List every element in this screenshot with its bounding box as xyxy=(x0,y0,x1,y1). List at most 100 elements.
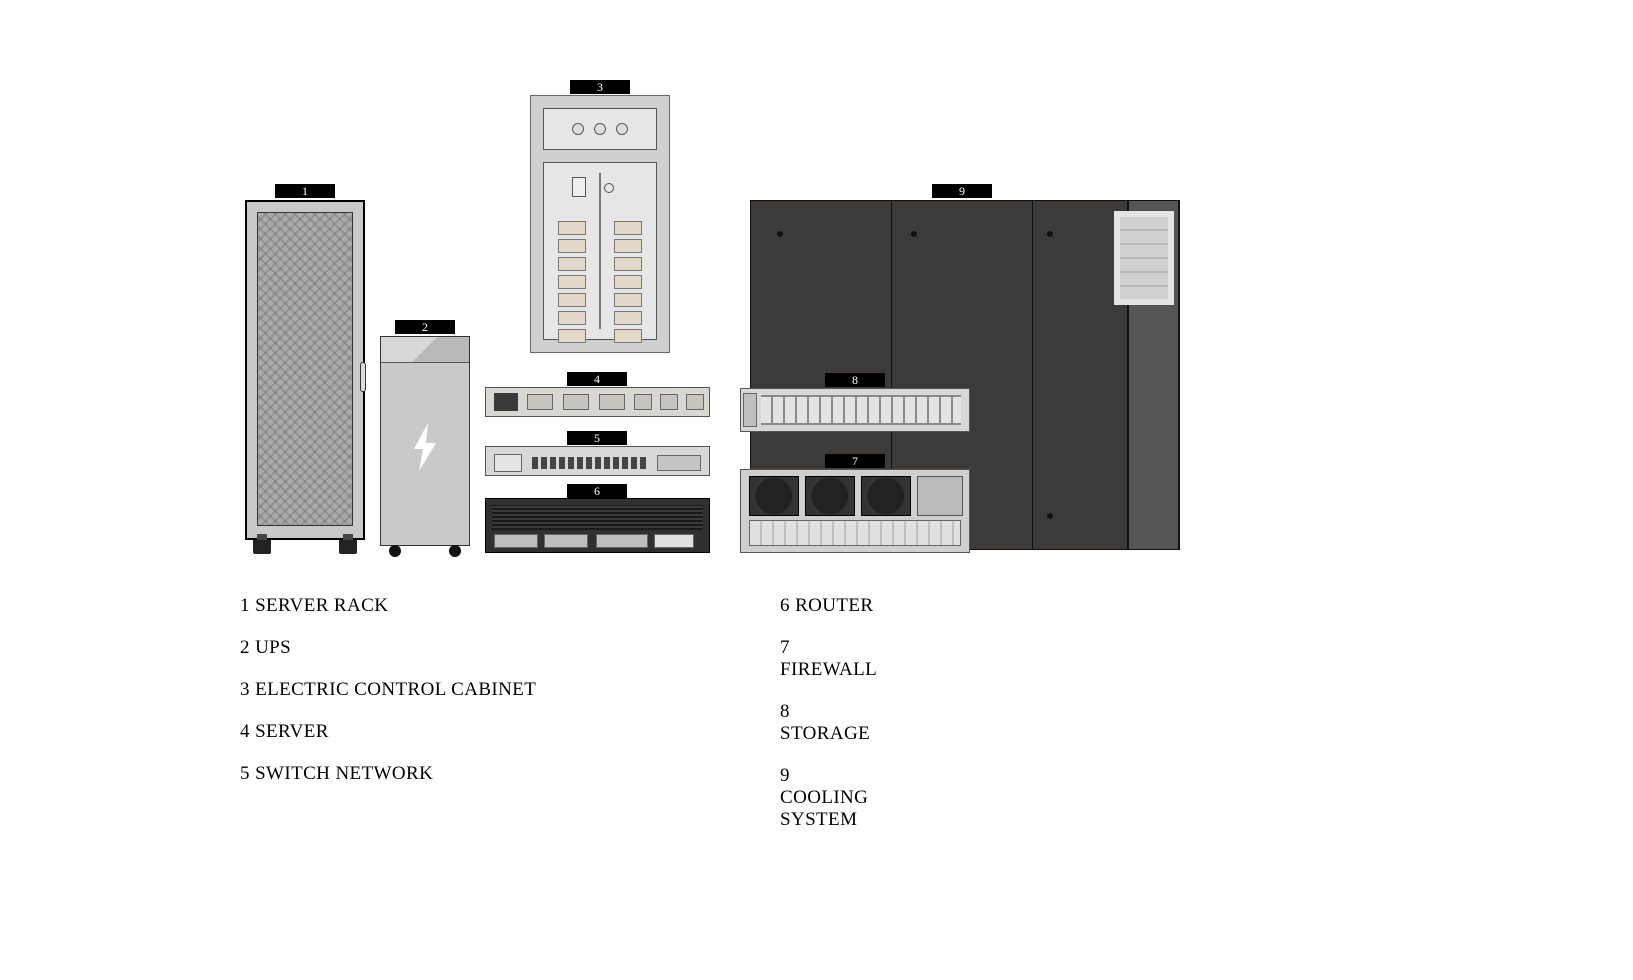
breaker xyxy=(558,221,586,235)
drive-bay xyxy=(634,394,652,410)
legend-number: 8 xyxy=(780,701,790,722)
breaker-grid xyxy=(558,221,642,331)
legend-text: STORAGE xyxy=(780,723,870,744)
legend-item: 8 STORAGE xyxy=(780,701,877,745)
legend-left-column: 1 SERVER RACK 2 UPS 3 ELECTRIC CONTROL C… xyxy=(240,595,536,805)
hinge-icon xyxy=(911,231,917,237)
device-number-label: 1 xyxy=(275,184,335,198)
device-number-label: 2 xyxy=(395,320,455,334)
legend: 1 SERVER RACK 2 UPS 3 ELECTRIC CONTROL C… xyxy=(240,595,536,805)
drive-bay xyxy=(660,394,678,410)
breaker xyxy=(614,221,642,235)
firewall-fans xyxy=(749,476,911,516)
legend-item: 7 FIREWALL xyxy=(780,637,877,681)
legend-item: 4 SERVER xyxy=(240,721,536,743)
legend-item: 6 ROUTER xyxy=(780,595,877,617)
legend-right-column: 6 ROUTER 7 FIREWALL 8 STORAGE 9 COOLING … xyxy=(780,595,877,851)
legend-number: 7 xyxy=(780,637,790,658)
legend-number: 9 xyxy=(780,765,790,786)
server-status-leds xyxy=(494,393,518,411)
legend-number: 3 xyxy=(240,679,250,700)
server-rack xyxy=(245,200,365,540)
indicator-icon xyxy=(604,183,614,193)
legend-text: ROUTER xyxy=(795,595,873,616)
drive-bay xyxy=(686,394,704,410)
drive-bay xyxy=(527,394,553,410)
fan-icon xyxy=(861,476,911,516)
breaker xyxy=(614,257,642,271)
main-switch-icon xyxy=(572,177,586,197)
device-number-label: 7 xyxy=(825,454,885,468)
breaker xyxy=(614,293,642,307)
firewall xyxy=(740,469,970,553)
router xyxy=(485,498,710,553)
legend-item: 9 COOLING SYSTEM xyxy=(780,765,877,831)
storage-bays xyxy=(761,395,961,425)
router-slot xyxy=(596,534,648,548)
firewall-ports xyxy=(749,520,961,546)
electric-control-cabinet xyxy=(530,95,670,353)
device-number-label: 6 xyxy=(567,484,627,498)
drive-bay xyxy=(563,394,589,410)
breaker xyxy=(614,275,642,289)
router-vents xyxy=(492,505,703,530)
legend-text: FIREWALL xyxy=(780,659,877,680)
fan-icon xyxy=(805,476,855,516)
ups xyxy=(380,336,470,546)
switch-network xyxy=(485,446,710,476)
hinge-icon xyxy=(777,231,783,237)
switch-mgmt-port xyxy=(494,454,522,472)
device-number-label: 3 xyxy=(570,80,630,94)
rack-feet xyxy=(247,538,363,554)
rack-handle xyxy=(360,362,366,392)
infographic-canvas: 9 1 2 xyxy=(0,0,1633,980)
device-number-label: 8 xyxy=(825,373,885,387)
breaker xyxy=(558,239,586,253)
legend-number: 4 xyxy=(240,721,250,742)
rack-door xyxy=(257,212,353,526)
device-number-label: 5 xyxy=(567,431,627,445)
ups-top xyxy=(381,337,469,363)
hinge-icon xyxy=(1047,231,1053,237)
rack-foot xyxy=(253,540,271,554)
legend-text: SERVER RACK xyxy=(255,595,388,616)
legend-number: 1 xyxy=(240,595,250,616)
cabinet-meter-panel xyxy=(543,108,657,150)
fan-icon xyxy=(749,476,799,516)
breaker xyxy=(614,311,642,325)
cooling-vent xyxy=(1114,211,1174,305)
legend-text: SWITCH NETWORK xyxy=(255,763,433,784)
hinge-icon xyxy=(1047,513,1053,519)
server xyxy=(485,387,710,417)
legend-item: 2 UPS xyxy=(240,637,536,659)
device-number-label: 9 xyxy=(932,184,992,198)
legend-text: COOLING SYSTEM xyxy=(780,787,868,830)
legend-text: SERVER xyxy=(255,721,329,742)
switch-ports xyxy=(532,457,649,469)
switch-sfp xyxy=(657,455,701,471)
breaker xyxy=(558,257,586,271)
device-number-label: 4 xyxy=(567,372,627,386)
breaker xyxy=(558,329,586,343)
legend-number: 6 xyxy=(780,595,790,616)
firewall-psu xyxy=(917,476,963,516)
cabinet-breaker-panel xyxy=(543,162,657,340)
storage xyxy=(740,388,970,432)
breaker xyxy=(614,239,642,253)
meter-icon xyxy=(572,123,584,135)
breaker xyxy=(558,293,586,307)
drive-bay xyxy=(599,394,625,410)
legend-item: 5 SWITCH NETWORK xyxy=(240,763,536,785)
rack-foot xyxy=(339,540,357,554)
legend-item: 1 SERVER RACK xyxy=(240,595,536,617)
legend-text: UPS xyxy=(255,637,291,658)
router-slot xyxy=(654,534,694,548)
storage-rack-ear xyxy=(743,393,757,427)
meter-icon xyxy=(616,123,628,135)
router-slot xyxy=(544,534,588,548)
legend-number: 2 xyxy=(240,637,250,658)
lightning-icon xyxy=(410,423,440,479)
legend-number: 5 xyxy=(240,763,250,784)
breaker xyxy=(558,311,586,325)
legend-item: 3 ELECTRIC CONTROL CABINET xyxy=(240,679,536,701)
